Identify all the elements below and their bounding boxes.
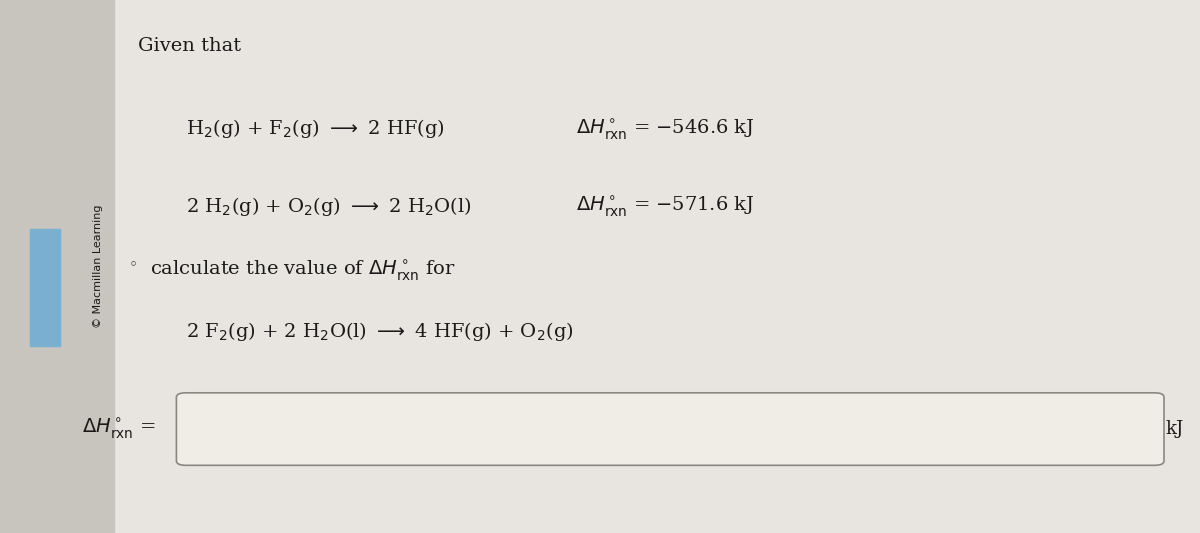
Bar <box>30 229 60 346</box>
Bar <box>0 0 114 533</box>
Text: calculate the value of $\Delta H^\circ_{\mathrm{rxn}}$ for: calculate the value of $\Delta H^\circ_{… <box>150 259 456 283</box>
Text: kJ: kJ <box>1165 420 1183 438</box>
FancyBboxPatch shape <box>176 393 1164 465</box>
Text: $\Delta H^\circ_{\mathrm{rxn}}$ = $-$546.6 kJ: $\Delta H^\circ_{\mathrm{rxn}}$ = $-$546… <box>576 117 755 142</box>
Text: ◦: ◦ <box>128 259 138 272</box>
Text: H$_2$(g) + F$_2$(g) $\longrightarrow$ 2 HF(g): H$_2$(g) + F$_2$(g) $\longrightarrow$ 2 … <box>186 117 445 140</box>
Text: $\Delta H^\circ_{\mathrm{rxn}}$ =: $\Delta H^\circ_{\mathrm{rxn}}$ = <box>82 417 155 441</box>
Text: $\Delta H^\circ_{\mathrm{rxn}}$ = $-$571.6 kJ: $\Delta H^\circ_{\mathrm{rxn}}$ = $-$571… <box>576 195 755 219</box>
Text: 2 H$_2$(g) + O$_2$(g) $\longrightarrow$ 2 H$_2$O(l): 2 H$_2$(g) + O$_2$(g) $\longrightarrow$ … <box>186 195 472 217</box>
Text: Given that: Given that <box>138 37 241 55</box>
Text: © Macmillan Learning: © Macmillan Learning <box>94 205 103 328</box>
Text: 2 F$_2$(g) + 2 H$_2$O(l) $\longrightarrow$ 4 HF(g) + O$_2$(g): 2 F$_2$(g) + 2 H$_2$O(l) $\longrightarro… <box>186 320 574 343</box>
